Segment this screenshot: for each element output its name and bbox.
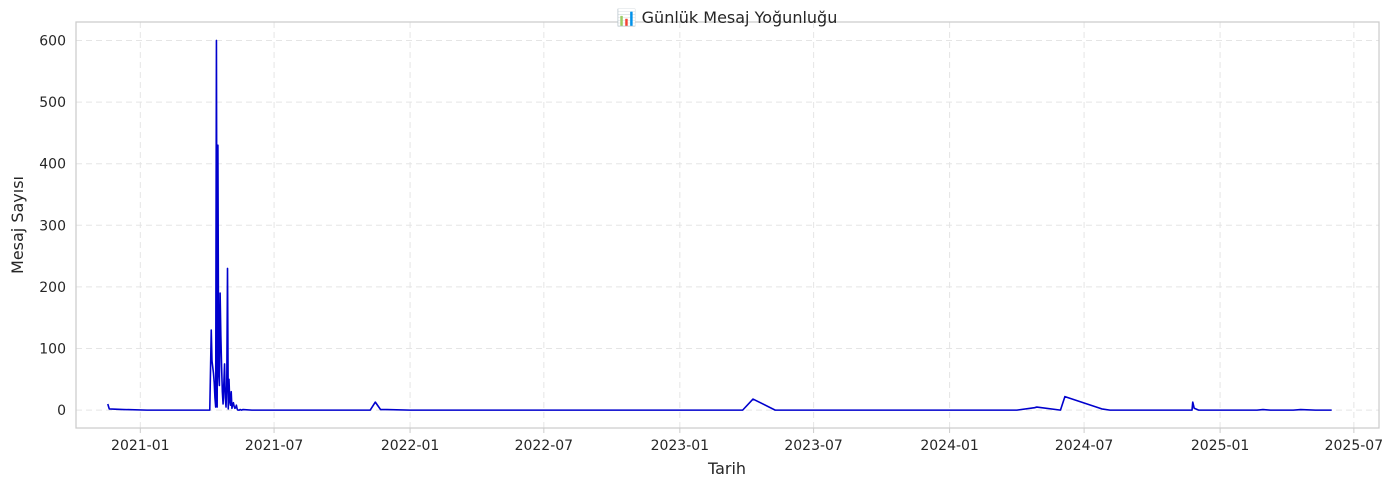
series-line — [107, 39, 1332, 411]
x-tick-label: 2025-01 — [1191, 438, 1250, 454]
x-tick-label: 2021-01 — [111, 438, 170, 454]
x-tick-label: 2024-07 — [1055, 438, 1114, 454]
x-axis-ticks: 2021-01 2021-07 2022-01 2022-07 2023-01 2023-… — [111, 428, 1383, 454]
y-tick-label: 100 — [39, 342, 66, 358]
x-tick-label: 2025-07 — [1325, 438, 1384, 454]
x-tick-label: 2022-01 — [381, 438, 440, 454]
y-tick-label: 600 — [39, 33, 66, 49]
x-tick-label: 2024-01 — [920, 438, 979, 454]
y-tick-label: 300 — [39, 218, 66, 234]
y-axis-label: Mesaj Sayısı — [8, 176, 27, 274]
y-tick-label: 500 — [39, 95, 66, 111]
x-tick-label: 2023-01 — [651, 438, 710, 454]
x-tick-label: 2021-07 — [245, 438, 304, 454]
x-axis-label: Tarih — [707, 459, 746, 478]
grid — [76, 22, 1379, 428]
x-tick-label: 2022-07 — [515, 438, 574, 454]
chart-title: 📊 Günlük Mesaj Yoğunluğu — [617, 8, 838, 27]
y-tick-label: 200 — [39, 280, 66, 296]
y-tick-label: 0 — [57, 403, 66, 419]
y-tick-label: 400 — [39, 157, 66, 173]
x-tick-label: 2023-07 — [784, 438, 843, 454]
plot-frame — [75, 21, 1380, 429]
y-axis-ticks: 0 100 200 300 400 500 600 — [39, 33, 66, 419]
